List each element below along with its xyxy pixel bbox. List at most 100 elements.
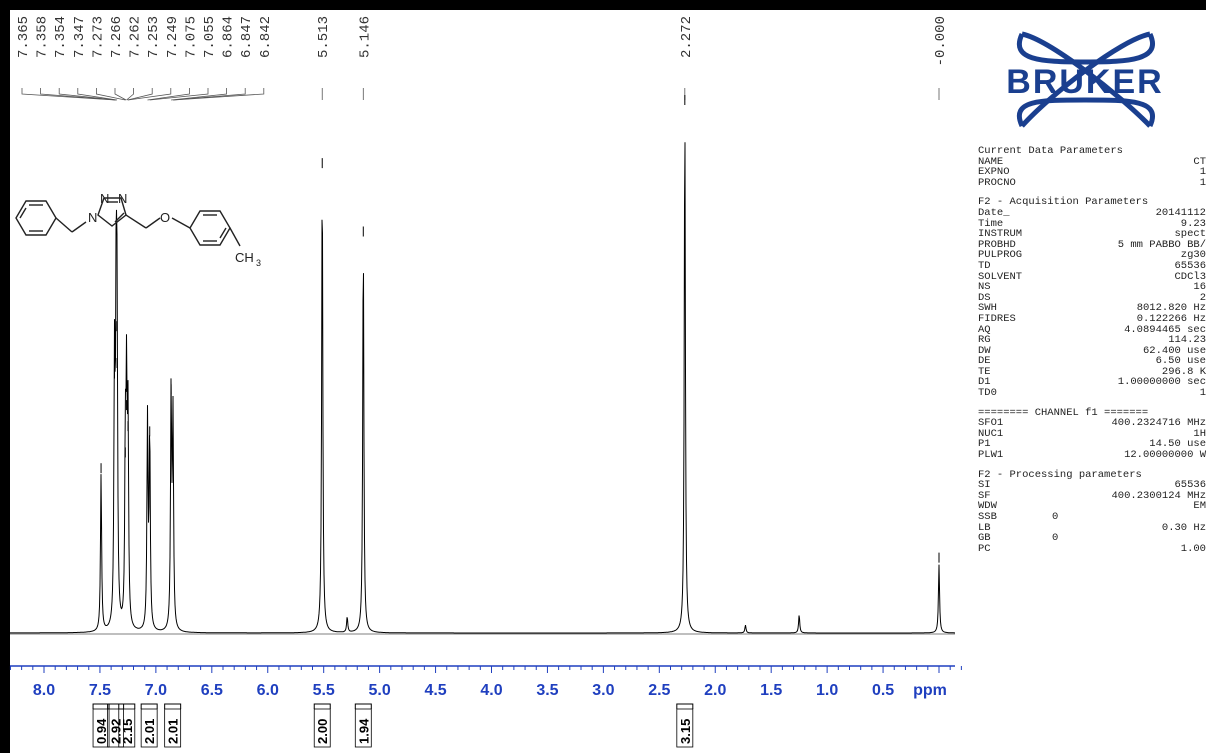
param-value: 1.00000000 sec — [1117, 376, 1206, 389]
peak-label-connector — [147, 88, 190, 101]
integral-box — [107, 708, 124, 748]
bond-ch3 — [229, 227, 241, 247]
proc-params-section: F2 - Processing parameters SI 65536 SF 400.… — [978, 470, 1206, 555]
atom-n3: N — [118, 191, 127, 206]
param-value: 20141112 — [1155, 206, 1206, 219]
integral-value: 3.15 — [678, 719, 693, 744]
param-row-gb: GB 0 — [978, 533, 1206, 544]
peak-label: 2.272 — [679, 16, 695, 58]
integral-bracket — [118, 703, 136, 709]
param-label: P1 — [978, 438, 991, 451]
peak-label-connector — [171, 88, 227, 101]
integral-box — [164, 708, 182, 748]
current-params-title: Current Data Parameters — [978, 145, 1123, 157]
param-value: 296.8 K — [1161, 365, 1206, 378]
tolyl-ring — [189, 210, 231, 246]
peak-label-connector — [58, 88, 117, 101]
param-value: 400.2324716 MHz — [1111, 417, 1206, 430]
tick-label: 2.5 — [648, 682, 670, 699]
peak-label: 5.146 — [357, 16, 373, 58]
peak-label: 5.513 — [316, 16, 332, 58]
spectrum-line — [10, 142, 955, 634]
param-row-plw1: PLW1 12.00000000 W — [978, 450, 1206, 461]
param-label: Date_ — [978, 206, 1010, 219]
param-value: 0.122266 Hz — [1136, 312, 1206, 325]
param-row-fidres: FIDRES 0.122266 Hz — [978, 314, 1206, 325]
tick-label: 6.0 — [257, 682, 279, 699]
tick-label: 6.5 — [201, 682, 223, 699]
logo-orbit-5 — [1016, 97, 1086, 128]
peak-label-group: 7.365 7.358 7.354 7.347 7.273 7.266 7.262 7.253… — [16, 16, 949, 101]
integral-group: 0.94 2.922.15 2.01 2.01 2.00 1.94 3.15 — [92, 703, 694, 748]
param-row-name: NAME CT — [978, 155, 1206, 168]
ppm-axis: 8.0 7.5 7.0 6.5 6.0 5.5 5.0 4.5 4.0 3.5 3.0 2.5 2.0 1… — [9, 665, 962, 699]
peak-label-connector — [126, 88, 134, 101]
param-label: PULPROG — [978, 249, 1023, 262]
peak-label: -0.000 — [933, 16, 949, 66]
param-value: 0.30 Hz — [1161, 521, 1206, 534]
param-label: TD — [978, 259, 991, 272]
integral-bracket — [354, 703, 372, 709]
param-value: 400.2300124 MHz — [1111, 489, 1206, 502]
integral-value: 2.15 — [120, 719, 135, 744]
logo-orbit-4 — [1084, 32, 1155, 65]
logo-orbit-6 — [1084, 97, 1155, 128]
param-label: NAME — [978, 155, 1004, 168]
param-label: NUC1 — [978, 427, 1004, 440]
peak-label: 7.075 — [183, 16, 199, 58]
tick-label: 5.5 — [313, 682, 335, 699]
param-label: PC — [978, 542, 991, 555]
param-label: FIDRES — [978, 312, 1016, 325]
bond-ch2-1 — [55, 217, 73, 233]
tick-label: 2.0 — [704, 682, 726, 699]
param-value: 1H — [1193, 427, 1206, 440]
peak-label: 6.847 — [239, 16, 255, 58]
param-label: DS — [978, 291, 991, 304]
molecule-structure — [15, 197, 241, 247]
tick-label: 8.0 — [33, 682, 55, 699]
integral-bracket — [164, 703, 182, 709]
param-value: 1 — [1199, 176, 1206, 189]
param-row-date: Date_ 20141112 — [978, 208, 1206, 219]
param-label: PROCNO — [978, 176, 1016, 189]
param-row-wdw: WDW EM — [978, 501, 1206, 512]
param-label: Time — [978, 217, 1004, 230]
param-row-instrum: INSTRUM spect — [978, 229, 1206, 240]
logo-text: BRUKER — [1006, 63, 1163, 101]
integral-box — [313, 708, 331, 748]
param-value: 8012.820 Hz — [1136, 302, 1206, 315]
atom-ch3: CH — [235, 250, 254, 265]
param-value: 65536 — [1174, 479, 1206, 492]
param-value: 1 — [1199, 166, 1206, 179]
integral-value: 2.92 — [109, 719, 124, 744]
param-value: 2 — [1199, 291, 1206, 304]
peak-label: 7.262 — [128, 16, 144, 58]
param-row-ssb: SSB 0 — [978, 512, 1206, 523]
param-value: 62.400 use — [1142, 344, 1206, 357]
param-row-p1: P1 14.50 use — [978, 439, 1206, 450]
param-value: 9.23 — [1180, 217, 1206, 230]
param-row-aq: AQ 4.0894465 sec — [978, 324, 1206, 336]
proc-params-title: F2 - Processing parameters — [978, 468, 1142, 481]
param-value: 1.00 — [1180, 542, 1206, 555]
channel-params-title: ======== CHANNEL f1 ======= — [978, 406, 1149, 419]
acq-params-title: F2 - Acquisition Parameters — [978, 196, 1149, 209]
param-row-td0: TD0 1 — [978, 388, 1206, 399]
param-label: DE — [978, 355, 991, 368]
peak-label: 7.354 — [53, 16, 69, 58]
param-row-swh: SWH 8012.820 Hz — [978, 303, 1206, 314]
peak-label: 7.273 — [90, 16, 106, 58]
integral-value: 1.94 — [356, 718, 371, 744]
param-row-de: DE 6.50 use — [978, 356, 1206, 367]
integral-box — [676, 708, 694, 748]
peak-label-connector — [127, 88, 153, 101]
tick-label: 4.5 — [424, 682, 446, 699]
param-value: EM — [1193, 500, 1206, 513]
spectrum-group — [10, 95, 955, 635]
param-value: CDCl3 — [1174, 270, 1206, 283]
bond-ch2-2 — [71, 221, 87, 233]
integral-bracket — [92, 703, 110, 709]
param-row-probhd: PROBHD 5 mm PABBO BB/ — [978, 240, 1206, 251]
param-value: spect — [1174, 228, 1206, 241]
